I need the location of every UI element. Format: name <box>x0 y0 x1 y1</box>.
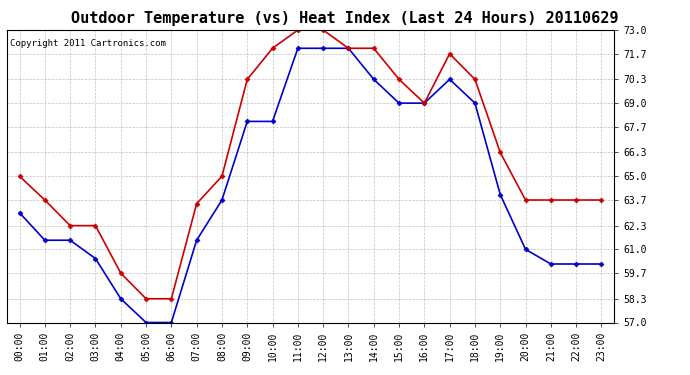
Text: Outdoor Temperature (vs) Heat Index (Last 24 Hours) 20110629: Outdoor Temperature (vs) Heat Index (Las… <box>71 11 619 26</box>
Text: Copyright 2011 Cartronics.com: Copyright 2011 Cartronics.com <box>10 39 166 48</box>
